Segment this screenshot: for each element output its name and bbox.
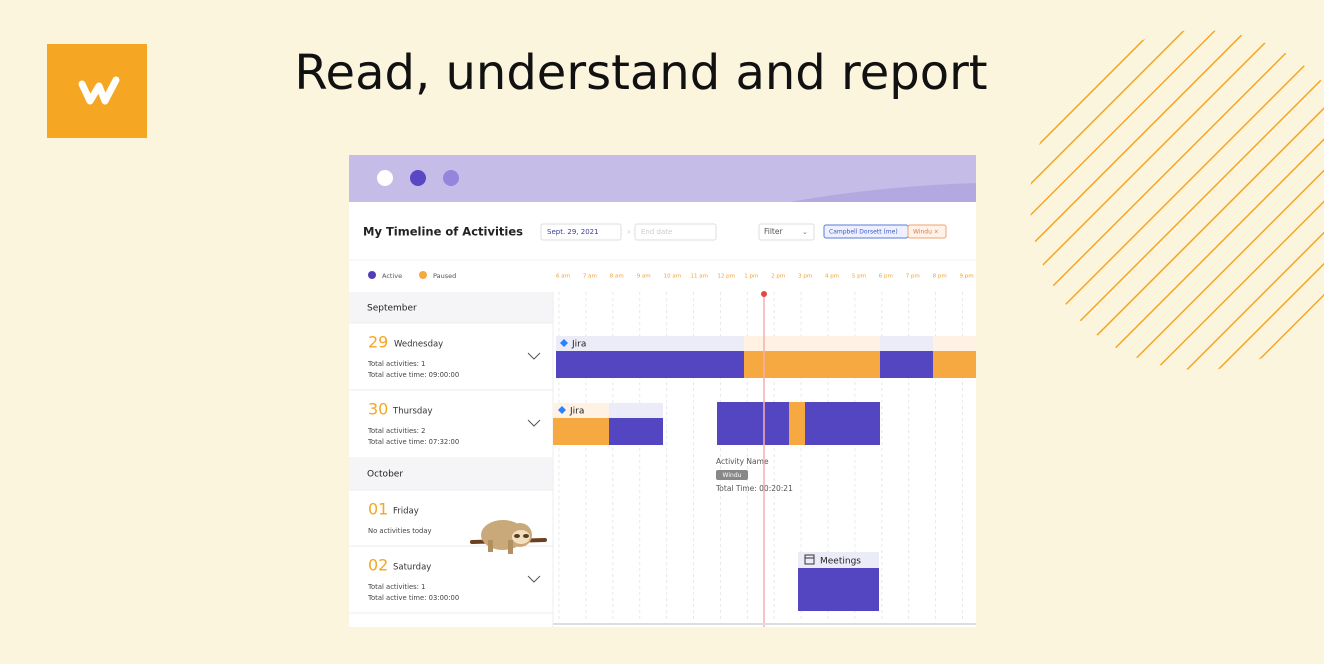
filter-text: Filter: [764, 227, 783, 236]
paused-bar[interactable]: [744, 351, 880, 378]
hour-label: 9 am: [637, 274, 651, 280]
activity-label: Meetings: [820, 557, 861, 567]
legend-item: Active: [382, 272, 402, 280]
decor-stripes: [1030, 30, 1324, 370]
hour-label: 3 pm: [798, 274, 812, 280]
hour-label: 7 am: [583, 274, 597, 280]
hour-label: 12 pm: [717, 274, 735, 280]
window-dot[interactable]: [377, 170, 393, 186]
app-window: My Timeline of Activities Sept. 29, 2021…: [349, 155, 976, 627]
day-info: Total active time: 09:00:00: [367, 371, 459, 379]
expand-toggle[interactable]: [527, 419, 541, 427]
active-bar[interactable]: [880, 351, 933, 378]
svg-text:›: ›: [627, 228, 631, 238]
day-info: Total active time: 07:32:00: [367, 438, 459, 446]
day-weekday: Friday: [393, 507, 419, 517]
chip-text: Windu ×: [913, 229, 939, 236]
legend-item: Paused: [433, 272, 456, 280]
day-info: Total activities: 1: [367, 360, 425, 368]
activity-label: Jira: [569, 407, 584, 417]
hour-label: 1 pm: [744, 274, 758, 280]
chip[interactable]: [907, 224, 947, 239]
day-weekday: Thursday: [392, 407, 433, 417]
hour-label: 8 am: [610, 274, 624, 280]
activity-label: Jira: [571, 340, 586, 350]
day-date: 29: [368, 333, 388, 352]
tooltip-total: Total Time: 00:20:21: [715, 484, 793, 493]
hour-label: 6 am: [556, 274, 570, 280]
day-info: Total activities: 2: [367, 427, 425, 435]
active-bar[interactable]: [798, 568, 879, 611]
filter[interactable]: [758, 223, 815, 241]
hour-label: 4 pm: [825, 274, 839, 280]
hour-label: 2 pm: [771, 274, 785, 280]
expand-toggle[interactable]: [527, 352, 541, 360]
day-date: 02: [368, 556, 388, 575]
day-info: Total activities: 1: [367, 583, 425, 591]
page-title: Read, understand and report: [294, 45, 987, 101]
active-bar[interactable]: [556, 351, 744, 378]
logo-mark: [78, 76, 120, 105]
hour-label: 11 am: [691, 274, 708, 280]
day-info: Total active time: 03:00:00: [367, 594, 459, 602]
day-date: 30: [368, 400, 388, 419]
hour-label: 6 pm: [879, 274, 893, 280]
expand-toggle[interactable]: [527, 575, 541, 583]
hour-label: 8 pm: [933, 274, 947, 280]
tooltip-tag: Windu: [723, 472, 742, 479]
hour-label: 5 pm: [852, 274, 866, 280]
start-date-text: Sept. 29, 2021: [547, 228, 599, 236]
active-bar[interactable]: [609, 418, 663, 445]
window-dot[interactable]: [443, 170, 459, 186]
hour-label: 10 am: [664, 274, 681, 280]
end-date[interactable]: [634, 223, 717, 241]
hour-label: 9 pm: [960, 274, 974, 280]
paused-bar[interactable]: [789, 402, 805, 445]
hour-label: 7 pm: [906, 274, 920, 280]
app-title: My Timeline of Activities: [363, 225, 523, 239]
day-date: 01: [368, 500, 388, 519]
start-date[interactable]: [540, 223, 622, 241]
day-weekday: Saturday: [393, 563, 431, 573]
tooltip-name: Activity Name: [716, 457, 769, 466]
chip-text: Campbell Dorsett (me): [829, 229, 898, 236]
window-dot[interactable]: [410, 170, 426, 186]
month-label: September: [367, 304, 417, 314]
paused-bar[interactable]: [553, 418, 609, 445]
month-label: October: [367, 470, 403, 480]
day-info: No activities today: [368, 527, 432, 535]
day-weekday: Wednesday: [394, 340, 443, 350]
end-date-text: End date: [641, 228, 672, 236]
paused-bar[interactable]: [933, 351, 976, 378]
sloth: [470, 520, 547, 554]
svg-text:⌄: ⌄: [802, 228, 808, 236]
